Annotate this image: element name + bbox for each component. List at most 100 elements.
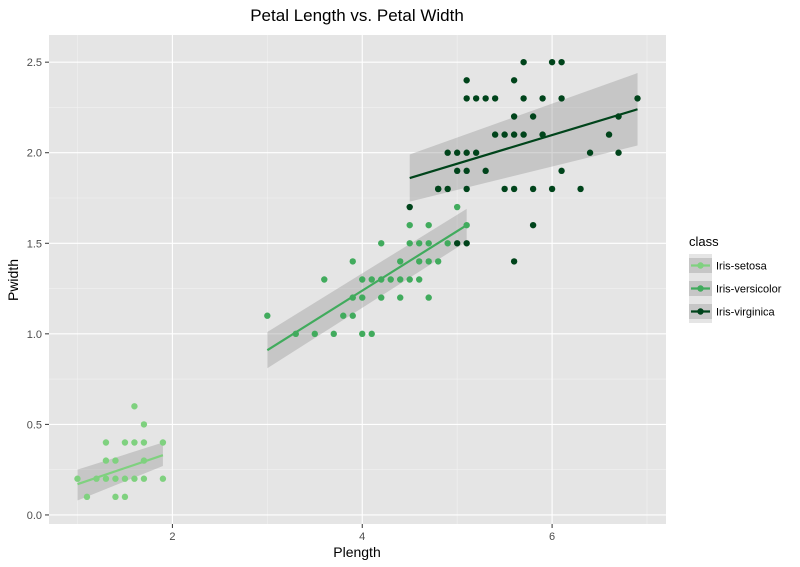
- legend-label: Iris-versicolor: [716, 284, 782, 296]
- data-point: [605, 131, 613, 138]
- data-point: [406, 276, 413, 283]
- data-point: [368, 276, 375, 283]
- data-point: [491, 131, 499, 138]
- data-point: [539, 131, 546, 138]
- data-point: [444, 185, 451, 193]
- data-point: [453, 203, 461, 211]
- data-point: [140, 475, 148, 482]
- data-point: [140, 439, 148, 446]
- data-point: [558, 167, 565, 175]
- data-point: [501, 131, 508, 138]
- data-point: [387, 276, 394, 283]
- data-point: [520, 131, 527, 138]
- data-point: [359, 294, 366, 301]
- data-point: [510, 113, 518, 120]
- data-point: [131, 475, 138, 482]
- legend-key-point: [697, 308, 704, 315]
- legend-key-point: [697, 262, 704, 269]
- data-point: [102, 457, 110, 464]
- data-point: [416, 276, 423, 283]
- x-tick-label: 6: [549, 531, 555, 543]
- data-point: [121, 493, 129, 501]
- data-point: [425, 240, 432, 247]
- data-point: [397, 276, 404, 283]
- data-point: [83, 493, 91, 501]
- data-point: [482, 95, 489, 102]
- y-tick-label: 2.0: [27, 148, 42, 160]
- data-point: [140, 421, 148, 428]
- data-point: [472, 95, 480, 102]
- data-point: [520, 58, 527, 66]
- data-point: [558, 58, 565, 66]
- legend-label: Iris-virginica: [716, 307, 776, 319]
- data-point: [159, 475, 167, 482]
- data-point: [444, 149, 451, 156]
- data-point: [586, 149, 594, 156]
- data-point: [539, 95, 546, 102]
- data-point: [131, 439, 138, 446]
- data-point: [368, 330, 375, 338]
- data-point: [510, 131, 518, 138]
- data-point: [453, 240, 461, 247]
- x-axis-ticks: 2 4 6: [169, 524, 555, 543]
- data-point: [397, 294, 404, 301]
- data-point: [349, 258, 356, 265]
- data-point: [406, 240, 413, 247]
- data-point: [112, 475, 119, 482]
- data-point: [406, 203, 413, 211]
- data-point: [159, 439, 167, 446]
- legend-key-point: [697, 285, 704, 292]
- data-point: [340, 312, 347, 319]
- data-point: [102, 475, 110, 482]
- data-point: [577, 185, 584, 193]
- data-point: [529, 113, 537, 120]
- data-point: [359, 276, 366, 283]
- data-point: [463, 95, 470, 102]
- data-point: [453, 167, 461, 175]
- data-point: [472, 149, 480, 156]
- data-point: [463, 240, 470, 247]
- data-point: [463, 149, 470, 156]
- data-point: [311, 330, 318, 338]
- data-point: [558, 95, 565, 102]
- legend-title: class: [689, 234, 719, 249]
- data-point: [378, 294, 385, 301]
- data-point: [74, 475, 81, 482]
- data-point: [330, 330, 337, 338]
- data-point: [425, 258, 432, 265]
- plot-panel: [49, 35, 666, 524]
- data-point: [416, 240, 423, 247]
- data-point: [463, 185, 470, 193]
- data-point: [434, 258, 442, 265]
- data-points: [74, 58, 641, 501]
- data-point: [510, 185, 518, 193]
- data-point: [482, 167, 489, 175]
- confidence-band: [77, 442, 163, 501]
- data-point: [548, 185, 556, 193]
- data-point: [416, 258, 423, 265]
- grid-minor: [49, 35, 666, 524]
- legend-label: Iris-setosa: [716, 261, 768, 273]
- data-point: [434, 185, 442, 193]
- fit-line: [266, 224, 468, 352]
- data-point: [112, 493, 119, 501]
- data-point: [615, 149, 622, 156]
- data-point: [510, 77, 518, 84]
- data-point: [321, 276, 328, 283]
- data-point: [529, 221, 537, 229]
- y-tick-label: 1.5: [27, 238, 42, 250]
- data-point: [112, 457, 119, 464]
- data-point: [397, 258, 404, 265]
- data-point: [453, 149, 461, 156]
- y-axis-ticks: 0.0 0.5 1.0 1.5 2.0 2.5: [27, 57, 49, 522]
- data-point: [463, 77, 470, 84]
- data-point: [121, 475, 129, 482]
- data-point: [264, 312, 271, 319]
- data-point: [131, 403, 138, 410]
- x-tick-label: 2: [169, 531, 175, 543]
- y-tick-label: 0.0: [27, 510, 42, 522]
- data-point: [359, 330, 366, 338]
- data-point: [491, 95, 499, 102]
- x-axis-title: Plength: [333, 544, 380, 560]
